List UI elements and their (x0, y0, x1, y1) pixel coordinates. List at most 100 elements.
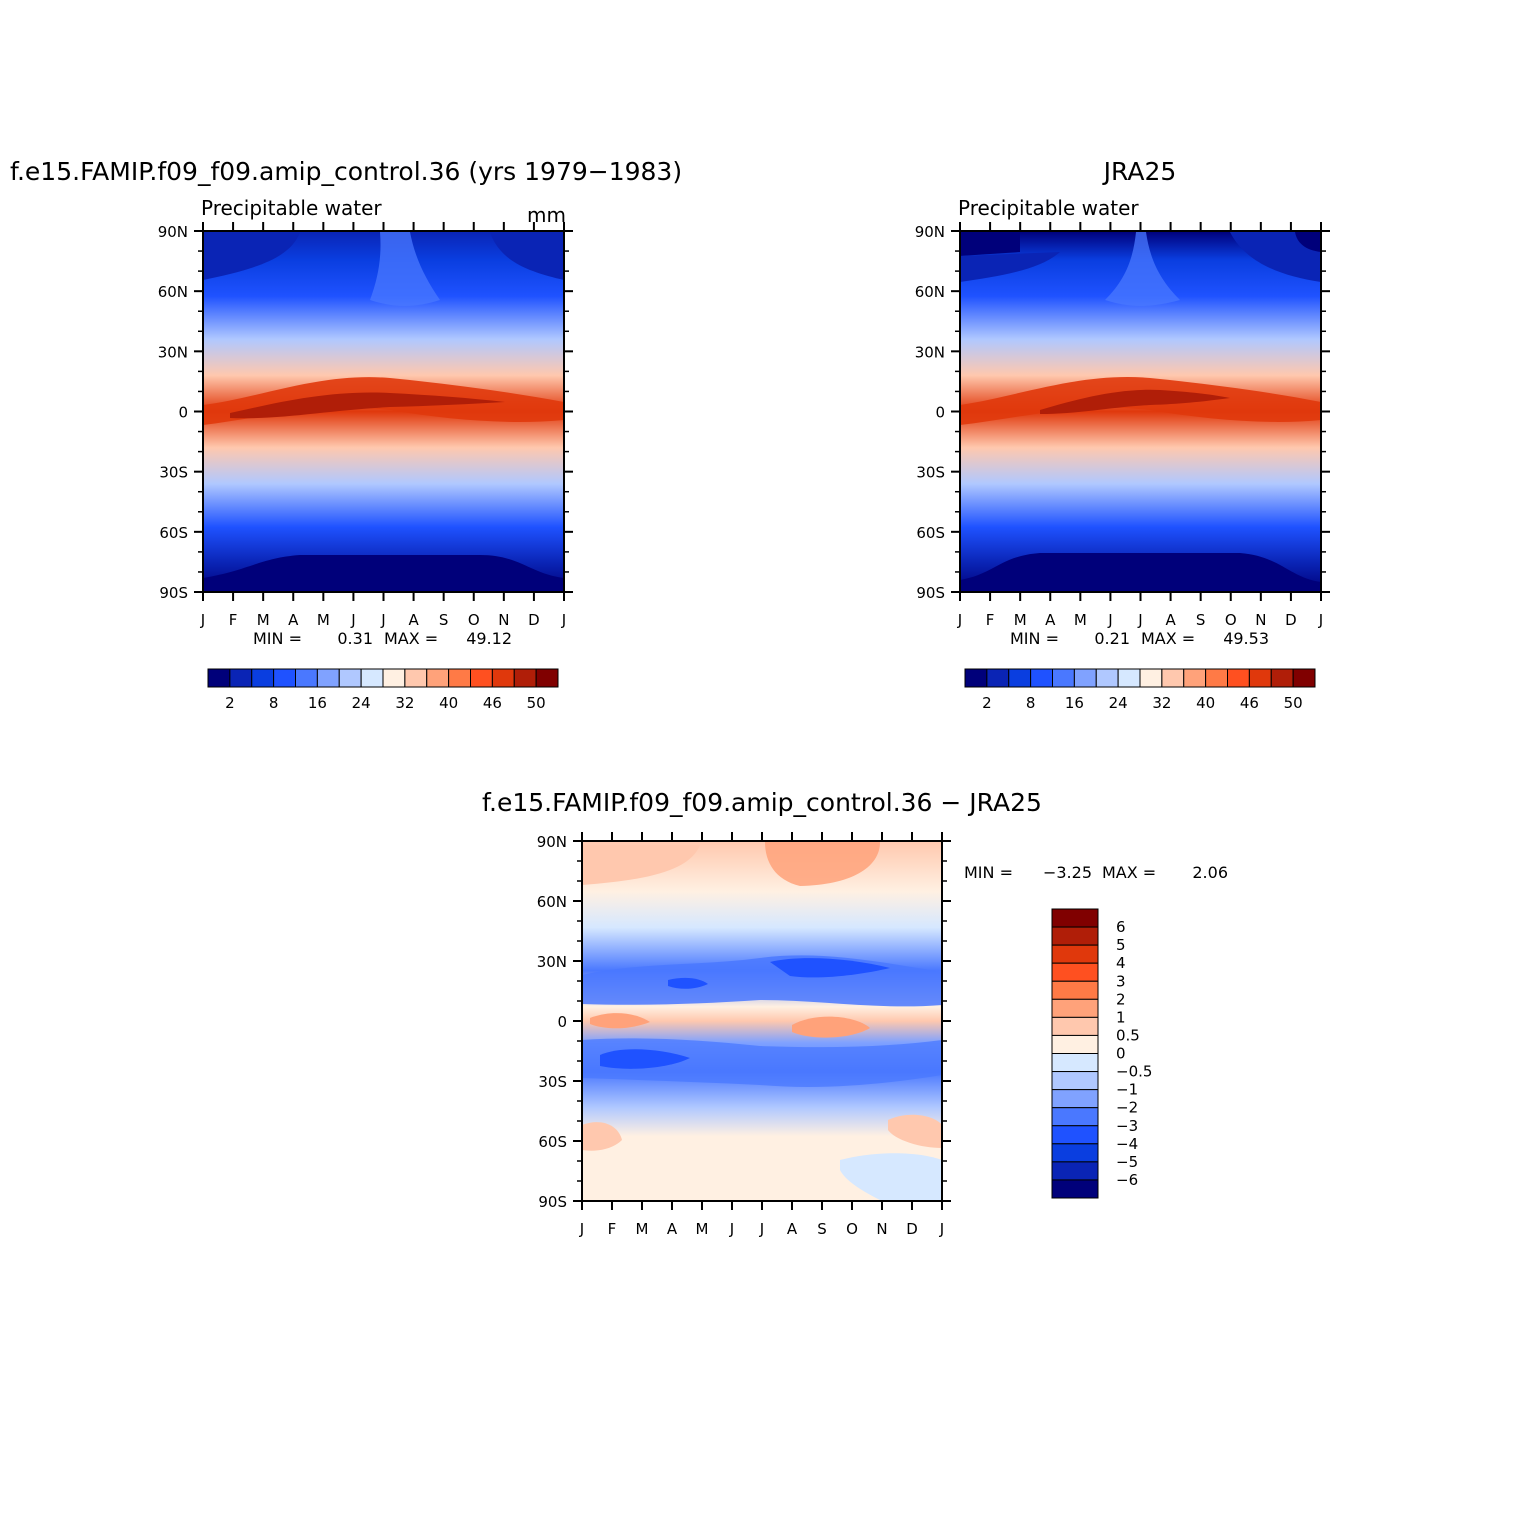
colorbar-label: −6 (1116, 1171, 1138, 1189)
colorbar-swatch (986, 668, 1010, 688)
colorbar-label: 50 (527, 694, 546, 712)
panel-model-min-value: 0.31 (337, 629, 373, 648)
x-tick-label: J (561, 611, 566, 629)
panel-diff-equator-positive-west (590, 1013, 650, 1029)
y-tick-label: 60N (915, 283, 945, 301)
colorbar-label: 40 (439, 694, 458, 712)
panel-obs-arctic-min (960, 232, 1020, 256)
x-tick-label: M (1074, 611, 1087, 629)
y-tick-label: 30S (916, 464, 945, 482)
panel-diff-arctic-positive-west (582, 845, 700, 885)
colorbar-swatch (1051, 1071, 1099, 1091)
colorbar-swatch (1205, 668, 1228, 688)
colorbar-label: 8 (269, 694, 279, 712)
colorbar-label: 46 (1240, 694, 1259, 712)
colorbar-swatch (251, 668, 275, 688)
x-tick-label: O (468, 611, 480, 629)
panel-obs-plot-area (959, 230, 1322, 593)
colorbar-swatch (360, 668, 384, 688)
x-tick-label: D (1285, 611, 1297, 629)
panel-model-plot-area (202, 230, 565, 593)
y-tick-label: 90S (159, 584, 188, 602)
x-tick-label: M (636, 1220, 649, 1238)
x-tick-label: S (439, 611, 449, 629)
panel-diff-arctic-positive-east (765, 842, 880, 886)
y-tick-label: 30N (158, 343, 188, 361)
x-tick-label: D (906, 1220, 918, 1238)
panel-model-y-axis: 90N 60N 30N 0 30S 60S 90S (158, 223, 573, 602)
x-tick-label: J (350, 611, 355, 629)
panel-obs-subtitle-left: Precipitable water (958, 196, 1139, 220)
colorbar-label: 0 (1116, 1045, 1126, 1063)
colorbar-label: 3 (1116, 972, 1126, 990)
panel-model-maximum-contour (230, 392, 505, 419)
panel-obs-maximum-contour (1040, 389, 1230, 414)
colorbar-swatch (1227, 668, 1250, 688)
panel-model-max-label: MAX = (384, 629, 438, 648)
colorbar-swatch (1051, 980, 1099, 1000)
colorbar-swatch (316, 668, 340, 688)
colorbar-swatch (1051, 1125, 1099, 1145)
colorbar-swatch (404, 668, 428, 688)
panel-diff-sh-positive-east (888, 1114, 942, 1148)
x-tick-label: J (200, 611, 205, 629)
panel-diff-y-axis: 90N 60N 30N 0 30S 60S 90S (537, 833, 951, 1211)
x-tick-label: S (817, 1220, 827, 1238)
x-tick-label: A (1165, 611, 1176, 629)
x-tick-label: D (528, 611, 540, 629)
panel-diff-max-label: MAX = (1102, 863, 1156, 882)
panel-obs-title: JRA25 (1102, 157, 1177, 186)
colorbar-swatch (1161, 668, 1185, 688)
y-tick-label: 60S (538, 1133, 567, 1151)
x-tick-label: J (1318, 611, 1323, 629)
colorbar-label: 16 (308, 694, 327, 712)
panel-obs: JRA25 Precipitable water 90N 60N 30N 0 30S 60… (915, 157, 1330, 712)
panel-obs-antarctic-low (960, 553, 1321, 591)
colorbar-label: 32 (395, 694, 414, 712)
colorbar-label: 4 (1116, 954, 1126, 972)
panel-obs-arctic-min-dec (1295, 232, 1321, 252)
panel-diff-min-value: −3.25 (1043, 863, 1092, 882)
y-tick-label: 30N (537, 953, 567, 971)
panel-obs-stats: MIN = 0.21 MAX = 49.53 (1010, 629, 1269, 648)
panel-model-min-label: MIN = (253, 629, 302, 648)
panel-obs-min-label: MIN = (1010, 629, 1059, 648)
panel-model: f.e15.FAMIP.f09_f09.amip_control.36 (yrs… (10, 157, 682, 712)
colorbar-swatch (1051, 1053, 1099, 1073)
panel-model-antarctic-low (203, 555, 564, 591)
x-tick-label: A (288, 611, 299, 629)
x-tick-label: F (608, 1220, 617, 1238)
colorbar-swatch (1183, 668, 1207, 688)
colorbar-swatch (295, 668, 318, 688)
panel-model-stats: MIN = 0.31 MAX = 49.12 (253, 629, 512, 648)
colorbar-swatch (1117, 668, 1141, 688)
panel-diff-sh-tropics-negative (582, 1038, 942, 1087)
panel-model-colorbar: 2 8 16 24 32 40 46 50 (207, 668, 559, 712)
x-tick-label: N (1255, 611, 1266, 629)
colorbar-label: 2 (1116, 990, 1126, 1008)
x-tick-label: J (380, 611, 385, 629)
panel-diff-title: f.e15.FAMIP.f09_f09.amip_control.36 − JR… (482, 788, 1042, 817)
colorbar-label: 5 (1116, 936, 1126, 954)
colorbar-swatch (1051, 1016, 1099, 1036)
colorbar-swatch (1051, 926, 1099, 946)
panel-model-max-value: 49.12 (466, 629, 512, 648)
colorbar-label: 2 (982, 694, 992, 712)
x-tick-label: J (759, 1220, 764, 1238)
panel-diff-nh-minimum-west (668, 977, 708, 989)
x-tick-label: M (696, 1220, 709, 1238)
y-tick-label: 0 (935, 404, 945, 422)
y-tick-label: 90S (916, 584, 945, 602)
y-tick-label: 60S (916, 524, 945, 542)
y-tick-label: 90N (915, 223, 945, 241)
colorbar-swatch (1052, 668, 1075, 688)
colorbar-label: 8 (1026, 694, 1036, 712)
colorbar-swatch (229, 668, 253, 688)
panel-diff-nh-minimum-east (770, 958, 890, 978)
colorbar-swatch (491, 668, 515, 688)
panel-diff-antarctic-negative (840, 1153, 942, 1200)
y-tick-label: 30S (538, 1073, 567, 1091)
y-tick-label: 60N (158, 283, 188, 301)
